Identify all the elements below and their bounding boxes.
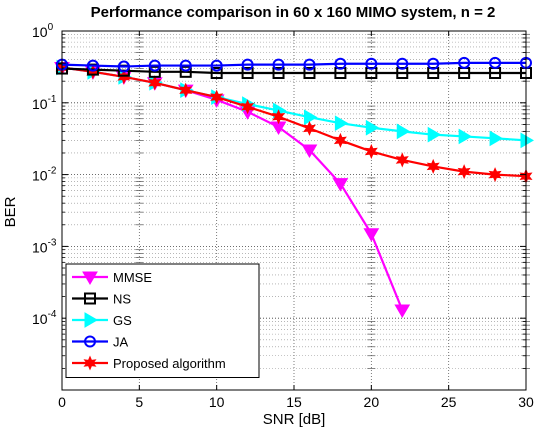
- legend-label: MMSE: [113, 270, 152, 285]
- data-point: [241, 67, 254, 80]
- y-tick-label: 10-2: [32, 166, 57, 184]
- data-point: [272, 109, 286, 125]
- data-point: [458, 128, 473, 145]
- data-point: [395, 152, 409, 168]
- y-axis: 100 10-1 10-2 10-3 10-4: [32, 22, 526, 327]
- data-point: [394, 304, 411, 319]
- data-point: [458, 56, 471, 69]
- legend-entry: GS: [72, 312, 132, 328]
- series-line: [61, 66, 527, 178]
- data-point: [303, 67, 316, 80]
- data-point: [210, 89, 224, 105]
- x-axis: 0 5 10 15 20 25 30: [58, 31, 534, 410]
- legend-label: JA: [113, 335, 129, 350]
- legend-marker: [82, 271, 98, 285]
- data-point: [334, 57, 347, 70]
- data-point: [148, 59, 161, 72]
- legend-entry: JA: [72, 335, 129, 350]
- data-point: [364, 143, 378, 159]
- data-point: [148, 65, 161, 78]
- y-axis-label: BER: [2, 196, 19, 227]
- legend-entry: MMSE: [72, 270, 152, 285]
- data-point: [363, 228, 380, 242]
- data-point: [210, 67, 223, 80]
- data-point: [303, 109, 318, 126]
- data-point: [272, 67, 285, 80]
- data-point: [303, 58, 316, 71]
- x-tick-label: 10: [209, 394, 225, 410]
- data-point: [241, 99, 255, 115]
- data-point: [179, 65, 192, 78]
- data-point: [489, 56, 502, 69]
- data-point: [333, 132, 347, 148]
- x-tick-label: 25: [441, 394, 457, 410]
- legend-label: NS: [113, 292, 131, 307]
- data-point: [396, 123, 411, 140]
- legend-entry: Proposed algorithm: [72, 355, 226, 371]
- data-point: [427, 126, 442, 143]
- data-point: [426, 158, 440, 174]
- y-tick-label: 10-4: [32, 309, 57, 327]
- y-tick-label: 10-1: [32, 94, 57, 112]
- series-line: [61, 67, 526, 75]
- legend: MMSE NS GS JA Proposed algorithm: [65, 263, 260, 378]
- series-line: [61, 61, 526, 68]
- data-point: [179, 59, 192, 72]
- x-tick-label: 30: [518, 394, 534, 410]
- y-tick-label: 100: [32, 22, 54, 40]
- legend-marker: [84, 292, 96, 305]
- data-point: [117, 60, 130, 73]
- legend-marker: [84, 312, 98, 328]
- data-point: [427, 57, 440, 70]
- data-point: [272, 58, 285, 71]
- legend-entry: NS: [72, 292, 131, 307]
- data-point: [365, 119, 380, 136]
- x-tick-label: 15: [286, 394, 302, 410]
- data-point: [241, 58, 254, 71]
- legend-marker: [84, 335, 96, 348]
- x-tick-label: 20: [364, 394, 380, 410]
- data-point: [179, 82, 193, 98]
- data-point: [396, 57, 409, 70]
- data-point: [332, 178, 349, 192]
- data-point: [520, 132, 534, 149]
- chart-title: Performance comparison in 60 x 160 MIMO …: [91, 4, 496, 21]
- series-layer: [54, 56, 534, 319]
- data-point: [457, 164, 471, 180]
- x-tick-label: 5: [135, 394, 143, 410]
- data-point: [365, 57, 378, 70]
- x-axis-label: SNR [dB]: [263, 411, 326, 428]
- data-point: [488, 167, 502, 183]
- data-point: [148, 75, 162, 91]
- legend-marker: [83, 355, 97, 371]
- legend-label: GS: [113, 313, 132, 328]
- data-point: [334, 115, 349, 132]
- x-tick-label: 0: [58, 394, 66, 410]
- data-point: [210, 59, 223, 72]
- legend-label: Proposed algorithm: [113, 356, 226, 371]
- data-point: [302, 120, 316, 136]
- y-tick-label: 10-3: [32, 237, 57, 255]
- data-point: [489, 130, 504, 147]
- data-point: [301, 144, 318, 159]
- data-point: [86, 59, 99, 72]
